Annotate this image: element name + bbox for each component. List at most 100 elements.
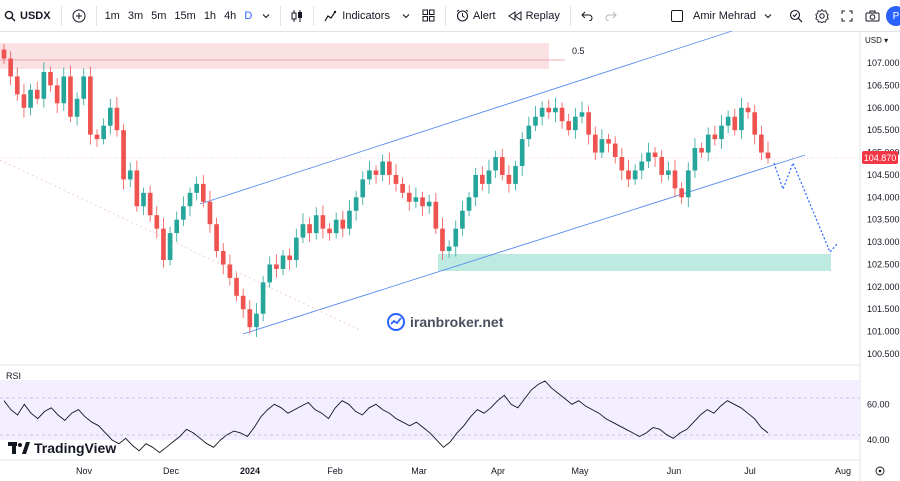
candle-body <box>739 107 744 131</box>
candle-body <box>679 188 684 198</box>
candle-body <box>453 228 459 247</box>
candle-body <box>466 197 472 211</box>
timeframe-1h[interactable]: 1h <box>203 9 217 22</box>
candle-body <box>194 183 199 193</box>
candle-body <box>493 157 498 171</box>
timeframe-d[interactable]: D <box>244 9 253 22</box>
replay-button[interactable]: Replay <box>502 0 566 32</box>
candle-body <box>247 309 253 328</box>
gear-icon <box>815 9 829 23</box>
candle-body <box>154 215 160 229</box>
candle-body <box>619 157 625 171</box>
camera-icon <box>865 10 880 22</box>
candle-body <box>579 112 585 117</box>
alert-button[interactable]: Alert <box>450 0 502 32</box>
candle-body <box>68 76 73 117</box>
alert-label: Alert <box>472 9 496 22</box>
fullscreen-button[interactable] <box>835 0 859 32</box>
chevron-down-icon <box>262 13 270 18</box>
candle-body <box>360 179 366 198</box>
candle-body <box>599 139 605 153</box>
layout-button[interactable] <box>416 0 441 32</box>
candle-body <box>333 219 339 234</box>
candle-body <box>745 107 751 113</box>
settings-button[interactable] <box>809 0 835 32</box>
price-tick-label: 102.000 <box>867 282 900 292</box>
candlestick-series[interactable] <box>1 44 771 337</box>
time-tick-label: Feb <box>327 466 343 476</box>
tradingview-icon <box>8 442 30 454</box>
candle-body <box>267 264 273 283</box>
timeframe-1m[interactable]: 1m <box>104 9 120 22</box>
candle-body <box>260 282 266 314</box>
candle-body <box>486 170 492 184</box>
candle-body <box>705 134 711 153</box>
candle-body <box>632 170 638 180</box>
timeframe-5m[interactable]: 5m <box>151 9 167 22</box>
candle-body <box>94 134 100 140</box>
alarm-clock-icon <box>456 9 469 22</box>
supply-zone[interactable] <box>0 43 549 69</box>
symbol-search[interactable]: USDX <box>0 0 57 32</box>
candle-body <box>207 201 213 225</box>
iranbroker-logo-icon <box>387 313 405 331</box>
candle-body <box>327 228 332 234</box>
candle-body <box>293 237 299 260</box>
candle-body <box>393 174 399 184</box>
tradingview-logo[interactable]: TradingView <box>8 440 116 456</box>
candle-body <box>440 228 445 252</box>
channel-lower-line[interactable] <box>242 154 806 335</box>
indicators-button[interactable]: Indicators <box>318 0 396 32</box>
candle-body <box>386 161 392 175</box>
rsi-tick-label: 40.00 <box>867 435 890 445</box>
avatar[interactable]: P <box>886 6 900 26</box>
trend-dotted-line[interactable] <box>0 159 361 331</box>
timeframe-3m[interactable]: 3m <box>127 9 144 22</box>
snapshot-button[interactable] <box>859 0 886 32</box>
undo-button[interactable] <box>575 0 599 32</box>
time-tick-label: Aug <box>835 466 851 476</box>
divider <box>280 5 282 26</box>
candle-body <box>559 107 565 122</box>
rsi-band <box>0 380 860 440</box>
timeframe-dropdown[interactable] <box>256 0 276 32</box>
compare-symbol-button[interactable] <box>66 0 92 32</box>
projection-path[interactable] <box>773 161 838 254</box>
candle-body <box>712 134 718 140</box>
price-axis[interactable]: 107.000106.500106.000105.500105.000104.5… <box>867 58 900 359</box>
rsi-series-line[interactable] <box>3 380 769 454</box>
currency-label[interactable]: USD ▾ <box>865 36 889 45</box>
candle-body <box>606 139 611 144</box>
candle-body <box>307 224 312 234</box>
channel-upper-line[interactable] <box>199 30 733 205</box>
timeframe-15m[interactable]: 15m <box>174 9 196 22</box>
plus-circle-icon <box>72 9 86 22</box>
candle-body <box>240 295 246 310</box>
price-tick-label: 103.000 <box>867 237 900 247</box>
price-tick-label: 106.500 <box>867 80 900 90</box>
candle-body <box>526 125 532 140</box>
time-tick-label: Dec <box>163 466 180 476</box>
price-tick-label: 104.000 <box>867 192 900 202</box>
candle-body <box>214 224 219 252</box>
indicators-dropdown[interactable] <box>396 0 416 32</box>
quick-search-button[interactable] <box>783 0 809 32</box>
redo-button[interactable] <box>599 0 623 32</box>
candle-body <box>41 71 47 99</box>
candle-body <box>48 71 53 86</box>
timeframe-4h[interactable]: 4h <box>224 9 237 22</box>
candle-body <box>313 215 319 234</box>
candle-body <box>34 89 40 99</box>
time-axis[interactable]: Nov Dec 2024 Feb Mar Apr May Jun Jul Aug <box>76 466 851 476</box>
layout-profile[interactable]: Amir Mehrad <box>671 0 772 32</box>
axis-settings-icon[interactable] <box>875 466 885 476</box>
divider <box>444 5 446 26</box>
rsi-tick-label: 60.00 <box>867 399 890 409</box>
demand-zone[interactable] <box>438 254 831 271</box>
undo-icon <box>581 11 593 21</box>
chart-type-button[interactable] <box>285 0 309 32</box>
watermark-text: iranbroker.net <box>410 314 504 330</box>
candle-body <box>187 192 193 207</box>
chevron-down-icon <box>402 13 410 18</box>
